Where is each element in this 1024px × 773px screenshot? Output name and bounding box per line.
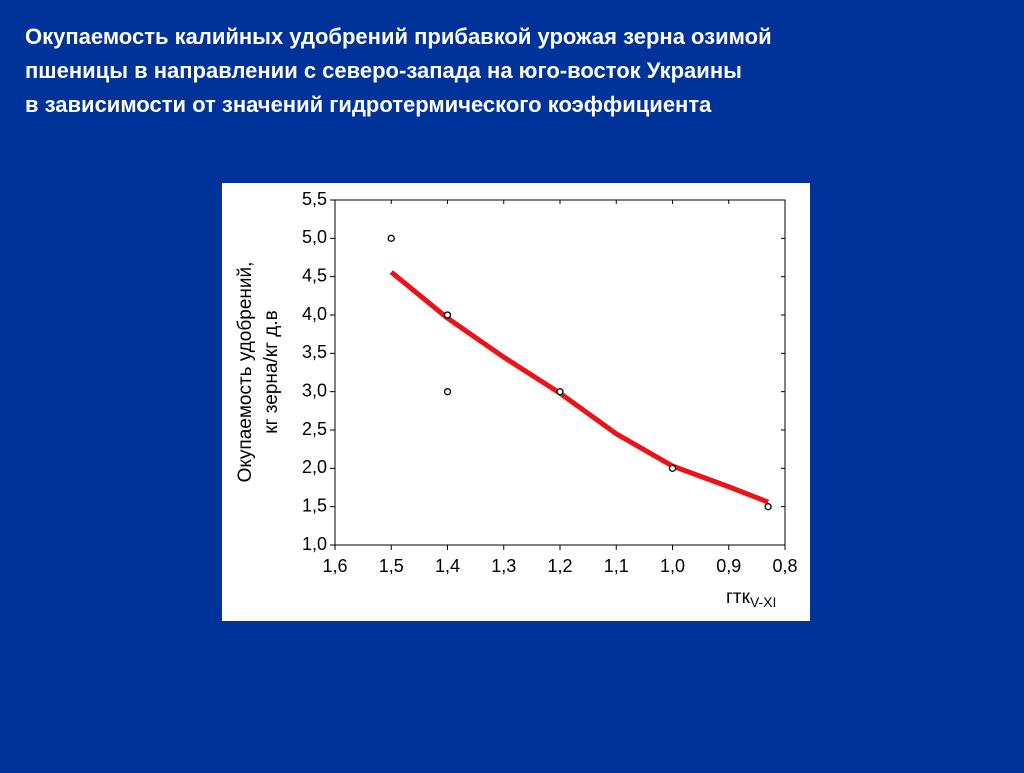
data-point: [668, 464, 677, 472]
y-axis-label: кг зерна/кг д.в: [261, 310, 282, 433]
slide-title: Окупаемость калийных удобрений прибавкой…: [25, 24, 772, 49]
x-tick-label: 1,2: [547, 556, 572, 576]
slide-title: пшеницы в направлении с северо-запада на…: [25, 58, 742, 83]
x-tick-label: 1,3: [491, 556, 516, 576]
x-tick-label: 1,5: [379, 556, 404, 576]
y-tick-label: 4,5: [302, 265, 327, 285]
y-axis-label: Окупаемость удобрений,: [235, 262, 256, 483]
data-point: [443, 311, 452, 319]
x-tick-label: 1,4: [435, 556, 460, 576]
data-point: [764, 503, 772, 511]
y-tick-label: 5,5: [302, 189, 327, 209]
x-tick-label: 0,8: [772, 556, 797, 576]
data-point: [387, 234, 395, 242]
chart-panel: [222, 183, 810, 621]
data-point: [556, 388, 564, 396]
y-tick-label: 3,5: [302, 342, 327, 362]
x-tick-label: 0,9: [716, 556, 741, 576]
y-tick-label: 4,0: [302, 304, 327, 324]
y-tick-label: 3,0: [302, 380, 327, 400]
x-tick-label: 1,1: [604, 556, 629, 576]
y-tick-label: 2,0: [302, 457, 327, 477]
x-axis-label-main: гтк: [726, 587, 751, 608]
x-axis-label: гткV-XI: [726, 587, 776, 610]
y-tick-label: 1,5: [302, 495, 327, 515]
data-point: [443, 388, 452, 396]
y-tick-label: 2,5: [302, 419, 327, 439]
x-axis-label-subscript: V-XI: [750, 594, 776, 610]
fit-curve: [389, 270, 770, 505]
slide-title: в зависимости от значений гидротермическ…: [25, 92, 712, 117]
x-tick-label: 1,0: [660, 556, 685, 576]
x-tick-label: 1,6: [322, 556, 347, 576]
y-tick-label: 1,0: [302, 534, 327, 554]
y-tick-label: 5,0: [302, 227, 327, 247]
